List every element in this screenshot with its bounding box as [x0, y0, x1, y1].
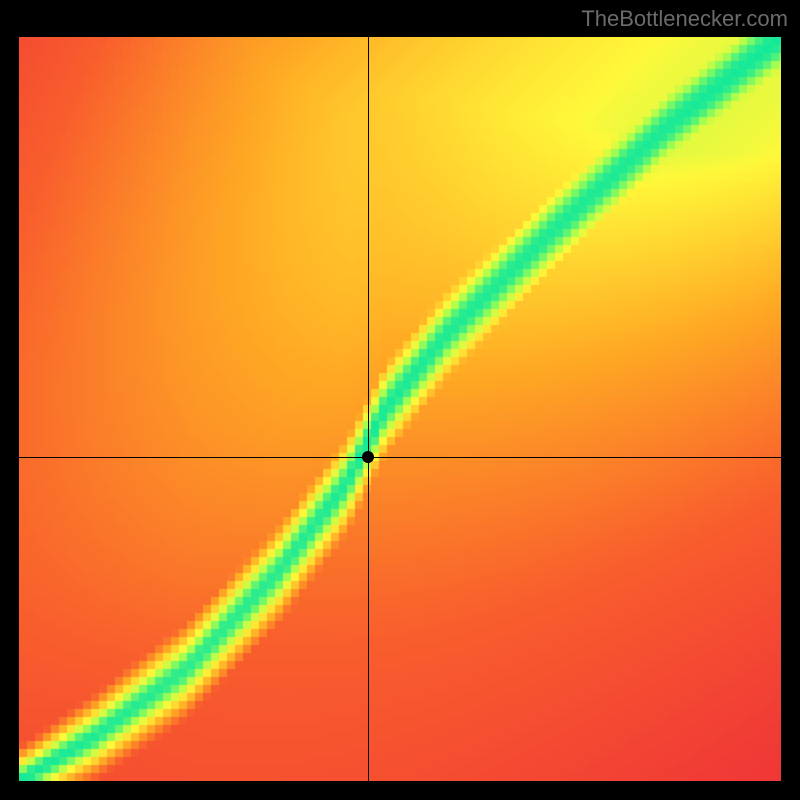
- plot-area: [19, 37, 781, 781]
- watermark-text: TheBottlenecker.com: [581, 6, 788, 32]
- selected-point-marker: [362, 451, 374, 463]
- chart-container: TheBottlenecker.com: [0, 0, 800, 800]
- crosshair-horizontal: [19, 457, 781, 458]
- crosshair-vertical: [368, 37, 369, 781]
- bottleneck-heatmap: [19, 37, 781, 781]
